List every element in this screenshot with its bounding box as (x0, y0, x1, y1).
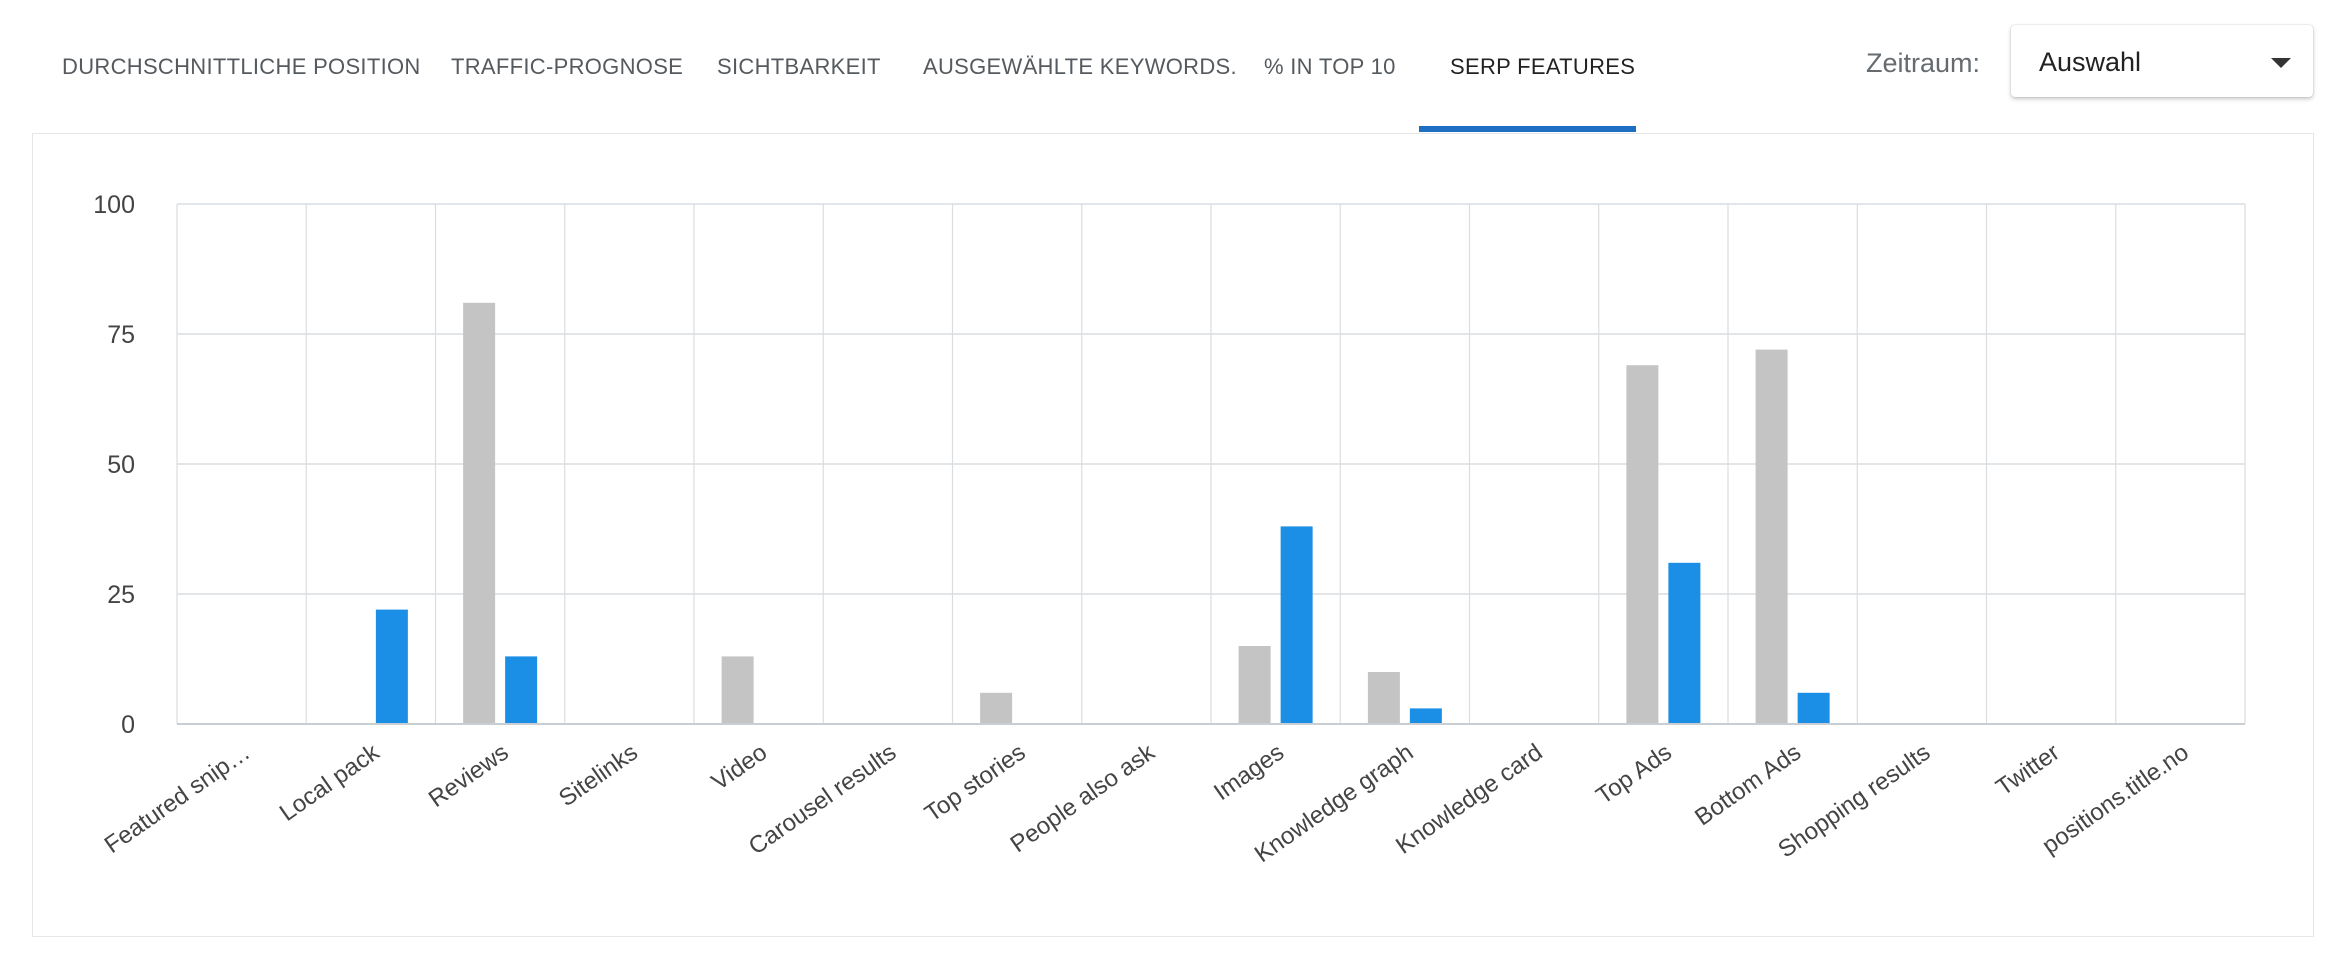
y-tick-label: 50 (107, 451, 135, 479)
tab-top10-percent[interactable]: % IN TOP 10 (1264, 54, 1396, 79)
chart-panel: 0 25 50 75 100 Featured snip… Local pack Review… (32, 133, 2314, 937)
x-tick-label: Sitelinks (554, 739, 643, 812)
period-value: Auswahl (2039, 47, 2142, 77)
period-select[interactable]: Auswahl (2011, 25, 2313, 97)
bar-blue (1797, 692, 1830, 724)
x-tick-label: Video (707, 739, 772, 796)
x-tick-label: Top stories (920, 739, 1031, 828)
bar-blue (505, 656, 538, 724)
bar-gray (1626, 365, 1659, 724)
bar-gray (1238, 646, 1271, 724)
bar-gray (721, 656, 754, 724)
y-tick-label: 75 (107, 321, 135, 349)
period-label: Zeitraum: (1866, 48, 1981, 78)
bar-blue (375, 609, 408, 724)
tab-average-position[interactable]: DURCHSCHNITTLICHE POSITION (62, 54, 421, 79)
active-tab-indicator (1419, 126, 1636, 132)
x-tick-label: Twitter (1991, 739, 2064, 802)
y-tick-label: 100 (93, 191, 135, 219)
bar-blue (1280, 526, 1313, 724)
bar-blue (1409, 708, 1442, 724)
tab-visibility[interactable]: SICHTBARKEIT (717, 54, 881, 79)
x-tick-label: People also ask (1006, 738, 1161, 858)
bar-gray (1755, 349, 1788, 724)
x-tick-label: Images (1209, 739, 1289, 806)
bar-blue (1668, 562, 1701, 724)
bar-gray (1367, 672, 1400, 724)
bar-gray (980, 692, 1013, 724)
tab-serp-features[interactable]: SERP FEATURES (1450, 54, 1636, 79)
tab-selected-keywords[interactable]: AUSGEWÄHLTE KEYWORDS. (923, 54, 1237, 79)
chevron-down-icon (2271, 58, 2291, 68)
x-tick-label: Top Ads (1591, 739, 1676, 810)
x-tick-label: Reviews (424, 739, 514, 813)
x-tick-label: Featured snip… (100, 739, 255, 859)
y-tick-label: 0 (121, 711, 135, 739)
tab-bar: DURCHSCHNITTLICHE POSITION TRAFFIC-PROGN… (0, 0, 1680, 133)
x-tick-label: Local pack (275, 738, 385, 827)
y-tick-label: 25 (107, 581, 135, 609)
tab-traffic-forecast[interactable]: TRAFFIC-PROGNOSE (451, 54, 684, 79)
x-tick-label: Bottom Ads (1690, 739, 1806, 832)
bar-gray (463, 302, 496, 724)
serp-features-chart: 0 25 50 75 100 Featured snip… Local pack Review… (93, 191, 2246, 868)
